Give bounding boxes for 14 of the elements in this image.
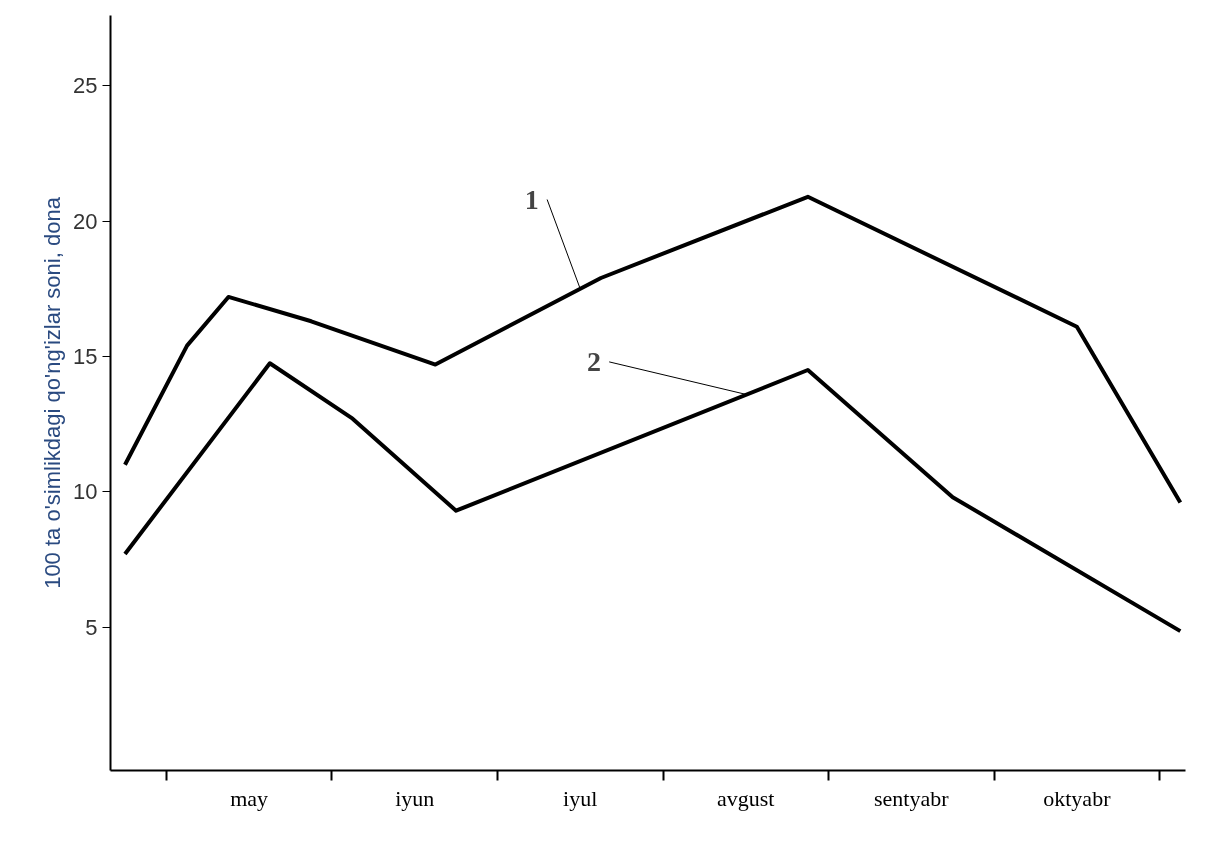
annotation: 1 (524, 183, 539, 215)
x-tick-label: oktyabr (1043, 785, 1112, 811)
x-tick-label: sentyabr (874, 785, 950, 811)
y-tick-label: 20 (73, 208, 98, 234)
y-tick-label: 15 (73, 343, 98, 369)
x-tick-label: may (230, 785, 269, 811)
x-tick-label: iyun (395, 785, 435, 811)
y-tick-label: 25 (73, 73, 98, 99)
x-tick-label: avgust (717, 785, 775, 811)
y-tick-label: 10 (73, 479, 98, 505)
annotation: 2 (586, 345, 601, 377)
y-axis-title: 100 ta o'simlikdagi qo'ng'izlar soni, dona (40, 196, 66, 589)
x-tick-label: iyul (563, 785, 598, 811)
y-tick-label: 5 (85, 614, 98, 640)
